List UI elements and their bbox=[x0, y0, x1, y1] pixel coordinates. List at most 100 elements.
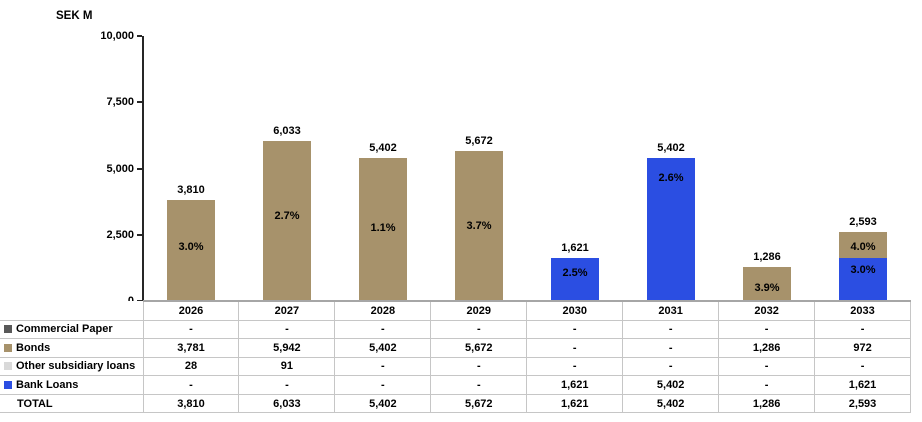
table-corner-cell bbox=[0, 301, 144, 321]
bar-2026: 3.0% bbox=[167, 200, 215, 301]
table-cell: - bbox=[334, 375, 432, 395]
table-cell: - bbox=[430, 356, 528, 377]
table-cell: - bbox=[430, 375, 528, 395]
table-cell: 1,621 bbox=[526, 375, 624, 395]
table-cell: 972 bbox=[814, 338, 911, 358]
table-cell: - bbox=[430, 319, 528, 340]
bar-2027: 2.7% bbox=[263, 141, 311, 301]
bar-segment: 3.0% bbox=[839, 258, 887, 301]
bar-total-label: 1,286 bbox=[753, 251, 781, 263]
bar-2029: 3.7% bbox=[455, 151, 503, 301]
table-cell: 5,942 bbox=[238, 338, 336, 358]
bar-2030: 2.5% bbox=[551, 258, 599, 301]
series-label-cell: Commercial Paper bbox=[0, 319, 144, 340]
table-cell-total: 6,033 bbox=[238, 393, 336, 414]
bar-segment: 1.1% bbox=[359, 158, 407, 301]
table-cell: 5,672 bbox=[430, 338, 528, 358]
table-cell-total: 5,672 bbox=[430, 393, 528, 414]
bar-column-2026: 3,810 3.0% bbox=[143, 36, 239, 301]
bar-pct-label: 2.5% bbox=[562, 267, 588, 279]
bar-2031: 2.6% bbox=[647, 158, 695, 301]
table-cell: - bbox=[814, 356, 911, 377]
table-row-total: TOTAL 3,810 6,033 5,402 5,672 1,621 5,402 1,286… bbox=[0, 393, 911, 414]
table-row-bank-loans: Bank Loans - - - -1,621 5,402-1,621 bbox=[0, 375, 911, 395]
table-cell: - bbox=[334, 356, 432, 377]
bar-column-2028: 5,402 1.1% bbox=[335, 36, 431, 301]
bar-column-2031: 5,402 2.6% bbox=[623, 36, 719, 301]
bar-2033: 3.0% 4.0% bbox=[839, 232, 887, 301]
table-cell: - bbox=[622, 319, 720, 340]
series-name: Other subsidiary loans bbox=[16, 360, 136, 373]
bar-segment: 2.7% bbox=[263, 141, 311, 301]
y-tick-label: 10,000 bbox=[100, 30, 134, 42]
table-cell: - bbox=[526, 338, 624, 358]
bar-pct-label: 3.0% bbox=[178, 241, 204, 253]
table-cell-total: 1,286 bbox=[718, 393, 816, 414]
table-cell: - bbox=[718, 375, 816, 395]
table-cell: - bbox=[238, 319, 336, 340]
table-cell: - bbox=[622, 338, 720, 358]
series-name: Bonds bbox=[16, 341, 51, 354]
x-category-label: 2026 bbox=[142, 300, 240, 321]
series-label-cell: Bonds bbox=[0, 338, 144, 358]
table-cell-total: 1,621 bbox=[526, 393, 624, 414]
bar-pct-label: 1.1% bbox=[370, 222, 396, 234]
y-tick-label: 5,000 bbox=[106, 162, 134, 175]
table-cell: 3,781 bbox=[142, 338, 240, 358]
table-row-bonds: Bonds 3,781 5,942 5,402 5,672- -1,286 972 bbox=[0, 338, 911, 358]
table-cell: 91 bbox=[238, 356, 336, 377]
table-cell-total: 5,402 bbox=[334, 393, 432, 414]
table-cell: - bbox=[718, 356, 816, 377]
bar-column-2027: 6,033 2.7% bbox=[239, 36, 335, 301]
legend-swatch bbox=[4, 362, 12, 371]
legend-swatch bbox=[4, 343, 12, 352]
bar-total-label: 2,593 bbox=[849, 216, 877, 228]
bar-pct-label: 3.0% bbox=[850, 264, 876, 276]
bar-segment: 2.6% bbox=[647, 158, 695, 301]
bar-column-2030: 1,621 2.5% bbox=[527, 36, 623, 301]
series-name: Bank Loans bbox=[16, 379, 79, 392]
x-category-label: 2028 bbox=[334, 300, 432, 321]
x-category-label: 2033 bbox=[814, 300, 911, 321]
series-label-cell: Other subsidiary loans bbox=[0, 356, 144, 377]
y-tick-mark bbox=[137, 35, 142, 37]
table-cell-total: 3,810 bbox=[142, 393, 240, 414]
x-category-label: 2029 bbox=[430, 300, 528, 321]
table-cell: - bbox=[526, 356, 624, 377]
table-cell-total: 2,593 bbox=[814, 393, 911, 414]
y-axis-title: SEK M bbox=[56, 10, 93, 22]
y-tick-label: 7,500 bbox=[106, 96, 134, 109]
table-cell: 5,402 bbox=[622, 375, 720, 395]
bar-pct-label: 2.7% bbox=[274, 210, 300, 222]
bar-column-2032: 1,286 3.9% bbox=[719, 36, 815, 301]
table-row-commercial-paper: Commercial Paper - - - - - - - - bbox=[0, 319, 911, 340]
data-table: 2026 2027 2028 2029 2030 2031 2032 2033 Commerci… bbox=[0, 300, 911, 414]
series-label-cell: Bank Loans bbox=[0, 375, 144, 395]
table-cell: - bbox=[334, 319, 432, 340]
table-cell: - bbox=[142, 319, 240, 340]
y-tick-mark bbox=[137, 101, 142, 104]
table-cell: - bbox=[718, 319, 816, 340]
bar-column-2029: 5,672 3.7% bbox=[431, 36, 527, 301]
bar-pct-label: 2.6% bbox=[658, 172, 684, 184]
bar-segment: 3.0% bbox=[167, 200, 215, 301]
table-header-row: 2026 2027 2028 2029 2030 2031 2032 2033 bbox=[0, 300, 911, 321]
bar-pct-label: 4.0% bbox=[850, 241, 876, 253]
y-tick-mark bbox=[137, 167, 142, 170]
table-cell: 1,286 bbox=[718, 338, 816, 358]
y-axis-line bbox=[142, 36, 144, 301]
bar-segment: 4.0% bbox=[839, 232, 887, 258]
series-name: Commercial Paper bbox=[16, 323, 113, 336]
bar-total-label: 5,402 bbox=[369, 142, 397, 154]
bar-pct-label: 3.9% bbox=[754, 282, 780, 294]
bar-segment: 3.9% bbox=[743, 267, 791, 301]
y-tick-mark bbox=[137, 233, 142, 236]
bar-total-label: 1,621 bbox=[561, 242, 589, 254]
bar-2032: 3.9% bbox=[743, 267, 791, 301]
x-category-label: 2031 bbox=[622, 300, 720, 321]
table-body: 2026 2027 2028 2029 2030 2031 2032 2033 Commerci… bbox=[0, 300, 911, 414]
table-cell: - bbox=[622, 356, 720, 377]
bar-total-label: 5,402 bbox=[657, 142, 685, 154]
bar-segment: 3.7% bbox=[455, 151, 503, 301]
